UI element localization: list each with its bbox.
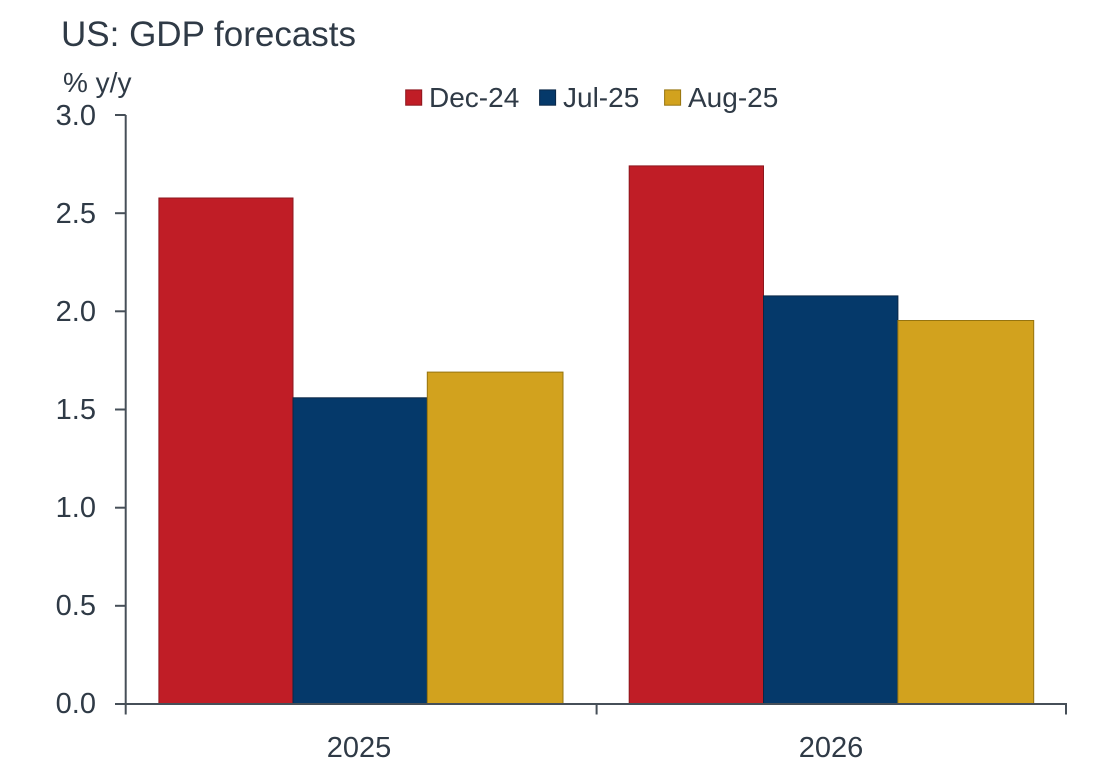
svg-text:2026: 2026	[799, 732, 864, 764]
svg-text:1.5: 1.5	[56, 394, 96, 426]
svg-text:2.0: 2.0	[56, 296, 96, 328]
svg-text:3.0: 3.0	[56, 100, 96, 132]
svg-text:0.0: 0.0	[56, 688, 96, 720]
svg-text:US: GDP forecasts: US: GDP forecasts	[61, 15, 356, 54]
svg-text:Dec-24: Dec-24	[429, 82, 519, 113]
svg-text:Jul-25: Jul-25	[563, 82, 639, 113]
svg-text:% y/y: % y/y	[63, 67, 131, 98]
svg-text:2.5: 2.5	[56, 198, 96, 230]
svg-text:1.0: 1.0	[56, 492, 96, 524]
svg-text:Aug-25: Aug-25	[688, 82, 778, 113]
svg-text:2025: 2025	[327, 732, 392, 764]
svg-text:0.5: 0.5	[56, 590, 96, 622]
